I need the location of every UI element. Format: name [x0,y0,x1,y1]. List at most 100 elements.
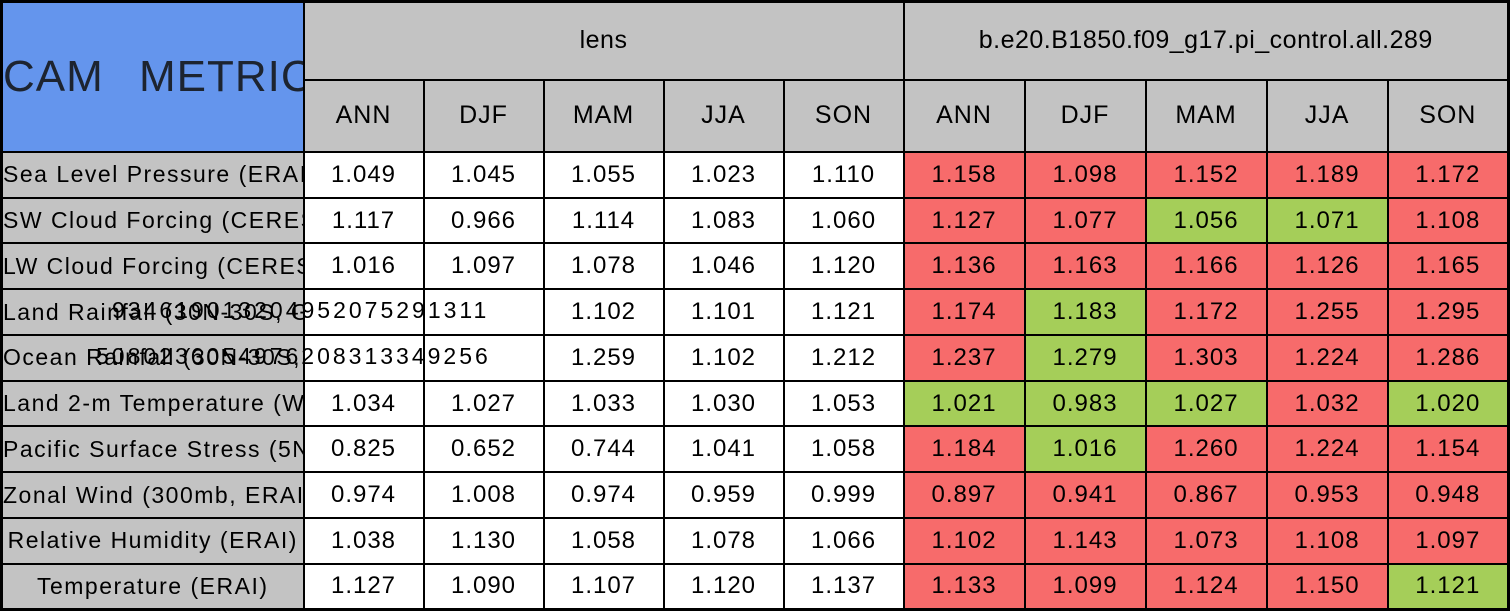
table-row: Temperature (ERAI) 1.127 1.090 1.107 1.1… [0,562,1510,611]
row-label: Relative Humidity (ERAI) [0,516,305,565]
lens-son-cell: 1.120 [782,242,905,291]
control-son-cell: 1.108 [1386,196,1510,245]
table-row: Relative Humidity (ERAI) 1.038 1.130 1.0… [0,516,1510,565]
lens-mam-cell: 0.974 [542,471,665,519]
control-jja-cell: 1.108 [1265,516,1389,565]
lens-mam-cell: 1.107 [542,562,665,611]
lens-ann-cell [302,288,425,336]
lens-season-header-jja: JJA [662,78,785,153]
control-mam-cell: 1.152 [1144,150,1268,199]
control-ann-cell: 1.136 [902,242,1026,291]
control-ann-cell: 1.102 [902,516,1026,565]
control-djf-cell: 1.098 [1023,150,1147,199]
control-ann-cell: 1.237 [902,333,1026,382]
control-mam-cell: 1.027 [1144,379,1268,428]
lens-jja-cell: 1.046 [662,242,785,291]
control-jja-cell: 0.953 [1265,471,1389,519]
table-row: Zonal Wind (300mb, ERAI) 0.974 1.008 0.9… [0,471,1510,519]
lens-mam-cell: 1.102 [542,288,665,336]
lens-djf-cell: 1.130 [422,516,545,565]
lens-ann-cell: 1.034 [302,379,425,428]
lens-season-header-djf: DJF [422,78,545,153]
row-label: SW Cloud Forcing (CERES-EBAF) [0,196,305,245]
control-son-cell: 1.121 [1386,562,1510,611]
lens-son-cell: 1.053 [782,379,905,428]
control-djf-cell: 1.143 [1023,516,1147,565]
control-ann-cell: 1.158 [902,150,1026,199]
control-ann-cell: 1.127 [902,196,1026,245]
lens-djf-cell: 0.966 [422,196,545,245]
control-season-header-son: SON [1386,78,1510,153]
lens-son-cell: 1.066 [782,516,905,565]
lens-jja-cell: 1.030 [662,379,785,428]
control-ann-cell: 1.174 [902,288,1026,336]
lens-djf-cell [422,288,545,336]
control-mam-cell: 1.172 [1144,288,1268,336]
lens-son-cell: 0.999 [782,471,905,519]
control-ann-cell: 0.897 [902,471,1026,519]
column-group-control-run: b.e20.B1850.f09_g17.pi_control.all.289 [902,0,1510,81]
row-label: LW Cloud Forcing (CERES-EBAF) [0,242,305,291]
table-row: Pacific Surface Stress (5N-5S, ERS) 0.82… [0,425,1510,474]
control-djf-cell: 1.183 [1023,288,1147,336]
control-son-cell: 1.286 [1386,333,1510,382]
control-son-cell: 1.097 [1386,516,1510,565]
control-season-header-jja: JJA [1265,78,1389,153]
table-row: Land 2-m Temperature (Willmott) 1.034 1.… [0,379,1510,428]
control-ann-cell: 1.184 [902,425,1026,474]
lens-son-cell: 1.060 [782,196,905,245]
lens-mam-cell: 1.259 [542,333,665,382]
lens-djf-cell: 1.045 [422,150,545,199]
table-row: Land Rainfall (30N-30S, GPCP) 1.102 1.10… [0,288,1510,336]
control-mam-cell: 1.303 [1144,333,1268,382]
control-jja-cell: 1.126 [1265,242,1389,291]
control-season-header-djf: DJF [1023,78,1147,153]
control-ann-cell: 1.133 [902,562,1026,611]
lens-mam-cell: 1.058 [542,516,665,565]
control-jja-cell: 1.189 [1265,150,1389,199]
lens-mam-cell: 1.033 [542,379,665,428]
lens-djf-cell: 0.652 [422,425,545,474]
lens-son-cell: 1.110 [782,150,905,199]
row-label: Temperature (ERAI) [0,562,305,611]
lens-son-cell: 1.137 [782,562,905,611]
control-djf-cell: 1.279 [1023,333,1147,382]
lens-djf-cell: 1.090 [422,562,545,611]
table-row: LW Cloud Forcing (CERES-EBAF) 1.016 1.09… [0,242,1510,291]
table-row: SW Cloud Forcing (CERES-EBAF) 1.117 0.96… [0,196,1510,245]
row-label: Pacific Surface Stress (5N-5S, ERS) [0,425,305,474]
control-djf-cell: 1.099 [1023,562,1147,611]
lens-ann-cell: 1.049 [302,150,425,199]
lens-ann-cell: 0.974 [302,471,425,519]
control-djf-cell: 1.163 [1023,242,1147,291]
lens-ann-cell: 1.117 [302,196,425,245]
control-mam-cell: 0.867 [1144,471,1268,519]
row-label: Land 2-m Temperature (Willmott) [0,379,305,428]
table-row: Sea Level Pressure (ERAI) 1.049 1.045 1.… [0,150,1510,199]
control-jja-cell: 1.150 [1265,562,1389,611]
lens-jja-cell: 1.120 [662,562,785,611]
control-djf-cell: 1.016 [1023,425,1147,474]
lens-jja-cell: 1.023 [662,150,785,199]
lens-jja-cell: 1.041 [662,425,785,474]
control-mam-cell: 1.073 [1144,516,1268,565]
lens-son-cell: 1.212 [782,333,905,382]
control-djf-cell: 0.941 [1023,471,1147,519]
lens-mam-cell: 1.078 [542,242,665,291]
row-label: Sea Level Pressure (ERAI) [0,150,305,199]
control-son-cell: 1.295 [1386,288,1510,336]
row-label: Ocean Rainfall (30N-30S, GPCP) [0,333,305,382]
lens-son-cell: 1.058 [782,425,905,474]
control-son-cell: 1.172 [1386,150,1510,199]
column-group-lens: lens [302,0,905,81]
table-title-cell: CAM METRICS [0,0,305,153]
lens-ann-cell: 1.127 [302,562,425,611]
control-jja-cell: 1.071 [1265,196,1389,245]
control-jja-cell: 1.224 [1265,425,1389,474]
lens-ann-cell: 1.016 [302,242,425,291]
control-mam-cell: 1.166 [1144,242,1268,291]
lens-ann-cell: 0.825 [302,425,425,474]
control-season-header-mam: MAM [1144,78,1268,153]
lens-jja-cell: 1.083 [662,196,785,245]
